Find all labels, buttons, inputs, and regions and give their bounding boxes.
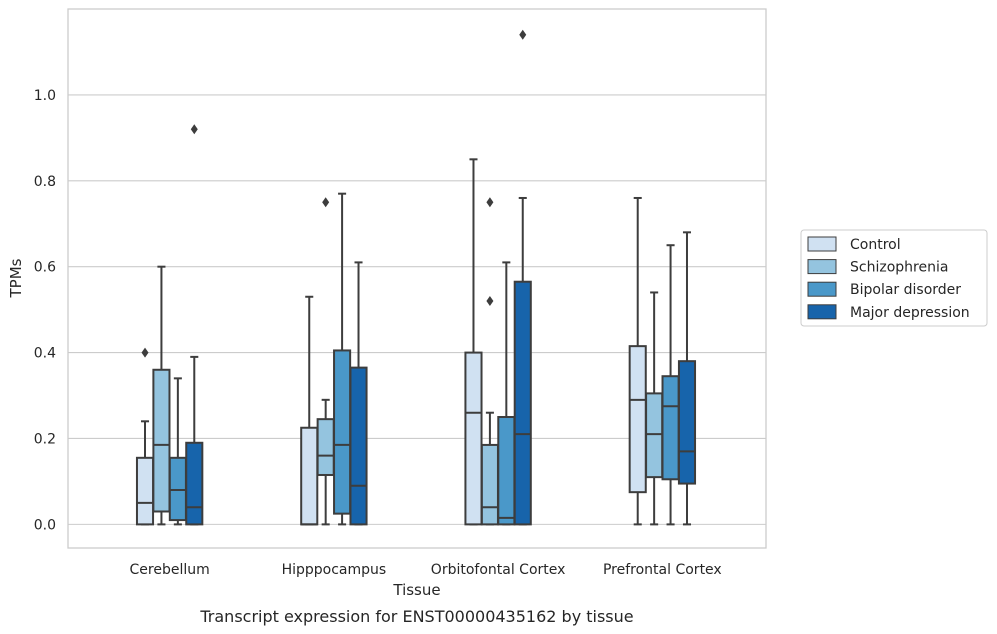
x-tick-label: Prefrontal Cortex [603,562,722,578]
iqr-box [464,351,483,526]
iqr-box [185,441,204,526]
iqr-box [677,360,697,485]
legend-swatch-bipolar-disorder [807,281,837,297]
x-tick-labels: Cerebellum Hipppocampus Orbitofontal Corte… [130,562,722,578]
box-bipolar-disorder-prefrontal-cortex [661,244,680,526]
iqr-box [480,443,499,526]
x-tick-label: Orbitofontal Cortex [431,562,566,578]
outlier-point [322,197,330,208]
iqr-box [316,418,335,476]
outlier-point [190,124,198,135]
y-tick-labels: 0.0 0.2 0.4 0.6 0.8 1.0 [34,88,56,533]
iqr-box [628,345,647,494]
legend: Control Schizophrenia Bipolar disorder Majo… [800,229,988,327]
box-major-depression-prefrontal-cortex [677,231,697,526]
plot-frame [67,8,767,549]
iqr-box [333,349,352,515]
x-tick-label: Cerebellum [130,562,210,578]
series-bipolar-disorder [168,192,680,526]
iqr-box [168,456,187,522]
x-tick-label: Hipppocampus [282,562,387,578]
legend-swatch-control [807,236,837,252]
iqr-box [135,456,155,526]
legend-label-schizophrenia: Schizophrenia [850,260,948,276]
box-major-depression-hipppocampus [349,261,368,526]
y-tick-label: 0.0 [34,517,56,533]
legend-label-control: Control [850,237,901,253]
chart-caption: Transcript expression for ENST0000043516… [199,607,633,626]
gridlines [68,94,766,525]
iqr-box [661,375,680,481]
box-control-orbitofontal-cortex [464,158,483,526]
iqr-box [349,366,368,526]
y-axis-label: TPMs [7,258,25,298]
iqr-box [152,368,171,513]
outlier-point [141,347,149,358]
iqr-box [497,416,516,526]
iqr-box [513,280,532,526]
box-control-cerebellum [135,347,155,526]
legend-swatch-schizophrenia [807,259,837,275]
series-major-depression [185,29,697,526]
y-tick-label: 0.4 [34,346,56,362]
iqr-box [300,426,319,526]
series-schizophrenia [152,197,664,526]
legend-label-bipolar-disorder: Bipolar disorder [850,282,961,298]
x-axis-label: Tissue [392,581,440,599]
outlier-point [519,29,527,40]
box-schizophrenia-orbitofontal-cortex [480,197,499,526]
y-tick-label: 0.6 [34,260,56,276]
outlier-point [486,296,494,307]
outlier-point [486,197,494,208]
y-tick-label: 0.2 [34,431,56,447]
box-schizophrenia-cerebellum [152,265,171,526]
box-major-depression-orbitofontal-cortex [513,29,532,526]
legend-swatch-major-depression [807,304,837,320]
legend-label-major-depression: Major depression [850,305,970,321]
y-tick-label: 1.0 [34,88,56,104]
iqr-box [645,392,664,479]
box-control-hipppocampus [300,295,319,526]
box-series [135,29,697,526]
y-tick-label: 0.8 [34,174,56,190]
box-major-depression-cerebellum [185,124,204,526]
legend-items: Control Schizophrenia Bipolar disorder Majo… [807,236,970,321]
legend-frame [800,229,988,327]
